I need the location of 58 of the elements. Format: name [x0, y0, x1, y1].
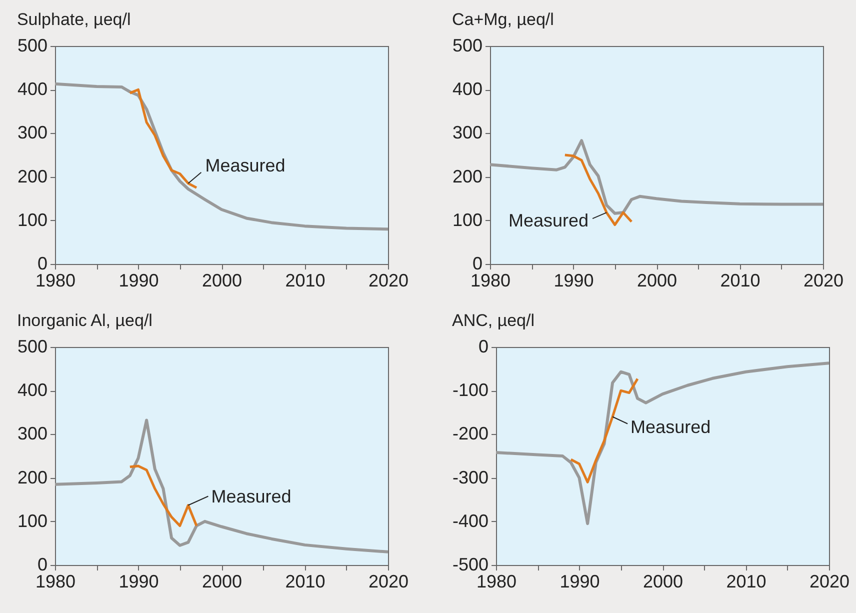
- x-tick-label: 2000: [202, 270, 242, 290]
- x-tick-label: 1990: [118, 572, 159, 592]
- y-tick-label: 300: [452, 122, 482, 143]
- x-tick-label: 2010: [720, 270, 760, 290]
- x-tick-label: 2000: [636, 270, 678, 290]
- y-tick-label: 0: [37, 554, 48, 574]
- x-tick-label: 2020: [368, 270, 409, 290]
- x-tick-label: 2010: [726, 572, 766, 592]
- line-series: [54, 82, 390, 231]
- chart-title: Inorganic Al, µeq/l: [16, 311, 152, 330]
- chart-title: Ca+Mg, µeq/l: [452, 10, 554, 29]
- y-tick-label: 0: [472, 254, 482, 274]
- y-tick-label: 200: [17, 166, 48, 186]
- x-tick-label: 1990: [560, 572, 600, 592]
- y-tick-label: 400: [17, 380, 48, 400]
- line-series: [128, 464, 198, 528]
- x-tick-label: 1990: [118, 270, 159, 290]
- y-tick-label: -400: [452, 510, 488, 531]
- x-tick-label: 2020: [809, 572, 850, 592]
- y-tick-label: 500: [17, 336, 48, 356]
- y-tick-label: 0: [37, 254, 48, 274]
- x-tick-label: 1980: [476, 572, 517, 592]
- x-tick-label: 2000: [642, 572, 684, 592]
- y-tick-label: 200: [17, 467, 48, 488]
- y-tick-label: 500: [452, 36, 482, 56]
- series-label: Measured: [211, 486, 292, 506]
- line-series: [128, 88, 198, 189]
- y-tick-label: -300: [452, 467, 488, 488]
- series-label: Measured: [630, 416, 711, 437]
- x-tick-label: 1980: [470, 270, 511, 290]
- y-tick-label: 0: [478, 336, 488, 356]
- chart-title: ANC, µeq/l: [452, 311, 535, 330]
- y-tick-label: 300: [17, 424, 48, 444]
- line-series: [54, 418, 390, 554]
- chart-title: Sulphate, µeq/l: [16, 10, 131, 29]
- series-label: Measured: [508, 210, 589, 231]
- y-tick-label: -500: [452, 554, 488, 574]
- x-tick-label: 2010: [285, 572, 326, 592]
- y-tick-label: 400: [17, 79, 48, 100]
- y-tick-label: 100: [17, 510, 48, 531]
- line-series: [494, 362, 830, 526]
- x-tick-label: 2020: [368, 572, 409, 592]
- x-tick-label: 1990: [554, 270, 594, 290]
- x-tick-label: 2020: [803, 270, 844, 290]
- y-tick-label: 200: [452, 166, 482, 186]
- y-tick-label: -100: [452, 380, 488, 400]
- x-tick-label: 1980: [35, 572, 76, 592]
- x-tick-label: 2010: [285, 270, 326, 290]
- series-label: Measured: [205, 155, 286, 176]
- y-tick-label: -200: [452, 424, 488, 444]
- line-series: [488, 139, 824, 215]
- y-tick-label: 400: [452, 79, 482, 100]
- y-tick-label: 500: [17, 36, 48, 56]
- y-tick-label: 300: [17, 122, 48, 143]
- y-tick-label: 100: [452, 210, 482, 230]
- y-tick-label: 100: [17, 210, 48, 230]
- x-tick-label: 1980: [35, 270, 76, 290]
- x-tick-label: 2000: [202, 572, 242, 592]
